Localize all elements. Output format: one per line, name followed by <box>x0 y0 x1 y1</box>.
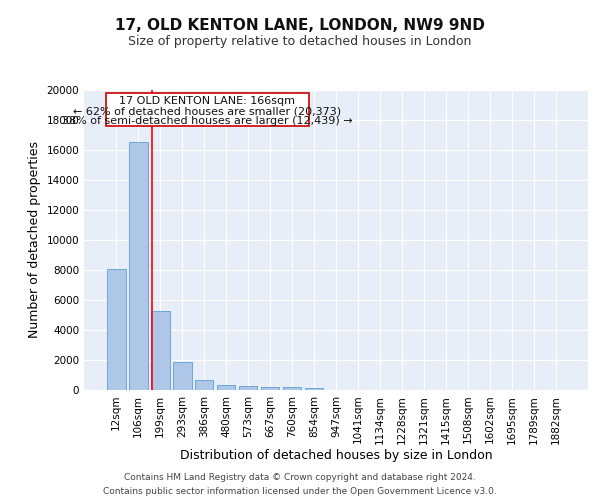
Bar <box>173 362 191 390</box>
Bar <box>261 387 280 390</box>
Bar <box>217 385 235 390</box>
X-axis label: Distribution of detached houses by size in London: Distribution of detached houses by size … <box>179 449 493 462</box>
Text: 17, OLD KENTON LANE, LONDON, NW9 9ND: 17, OLD KENTON LANE, LONDON, NW9 9ND <box>115 18 485 32</box>
Bar <box>151 310 170 390</box>
Bar <box>195 380 214 390</box>
Text: 38% of semi-detached houses are larger (12,439) →: 38% of semi-detached houses are larger (… <box>62 116 353 126</box>
Y-axis label: Number of detached properties: Number of detached properties <box>28 142 41 338</box>
FancyBboxPatch shape <box>106 93 308 126</box>
Bar <box>283 388 301 390</box>
Text: Size of property relative to detached houses in London: Size of property relative to detached ho… <box>128 35 472 48</box>
Bar <box>305 388 323 390</box>
Bar <box>129 142 148 390</box>
Text: 17 OLD KENTON LANE: 166sqm: 17 OLD KENTON LANE: 166sqm <box>119 96 295 106</box>
Text: ← 62% of detached houses are smaller (20,373): ← 62% of detached houses are smaller (20… <box>73 106 341 116</box>
Text: Contains HM Land Registry data © Crown copyright and database right 2024.: Contains HM Land Registry data © Crown c… <box>124 472 476 482</box>
Bar <box>107 268 125 390</box>
Bar <box>239 386 257 390</box>
Text: Contains public sector information licensed under the Open Government Licence v3: Contains public sector information licen… <box>103 488 497 496</box>
